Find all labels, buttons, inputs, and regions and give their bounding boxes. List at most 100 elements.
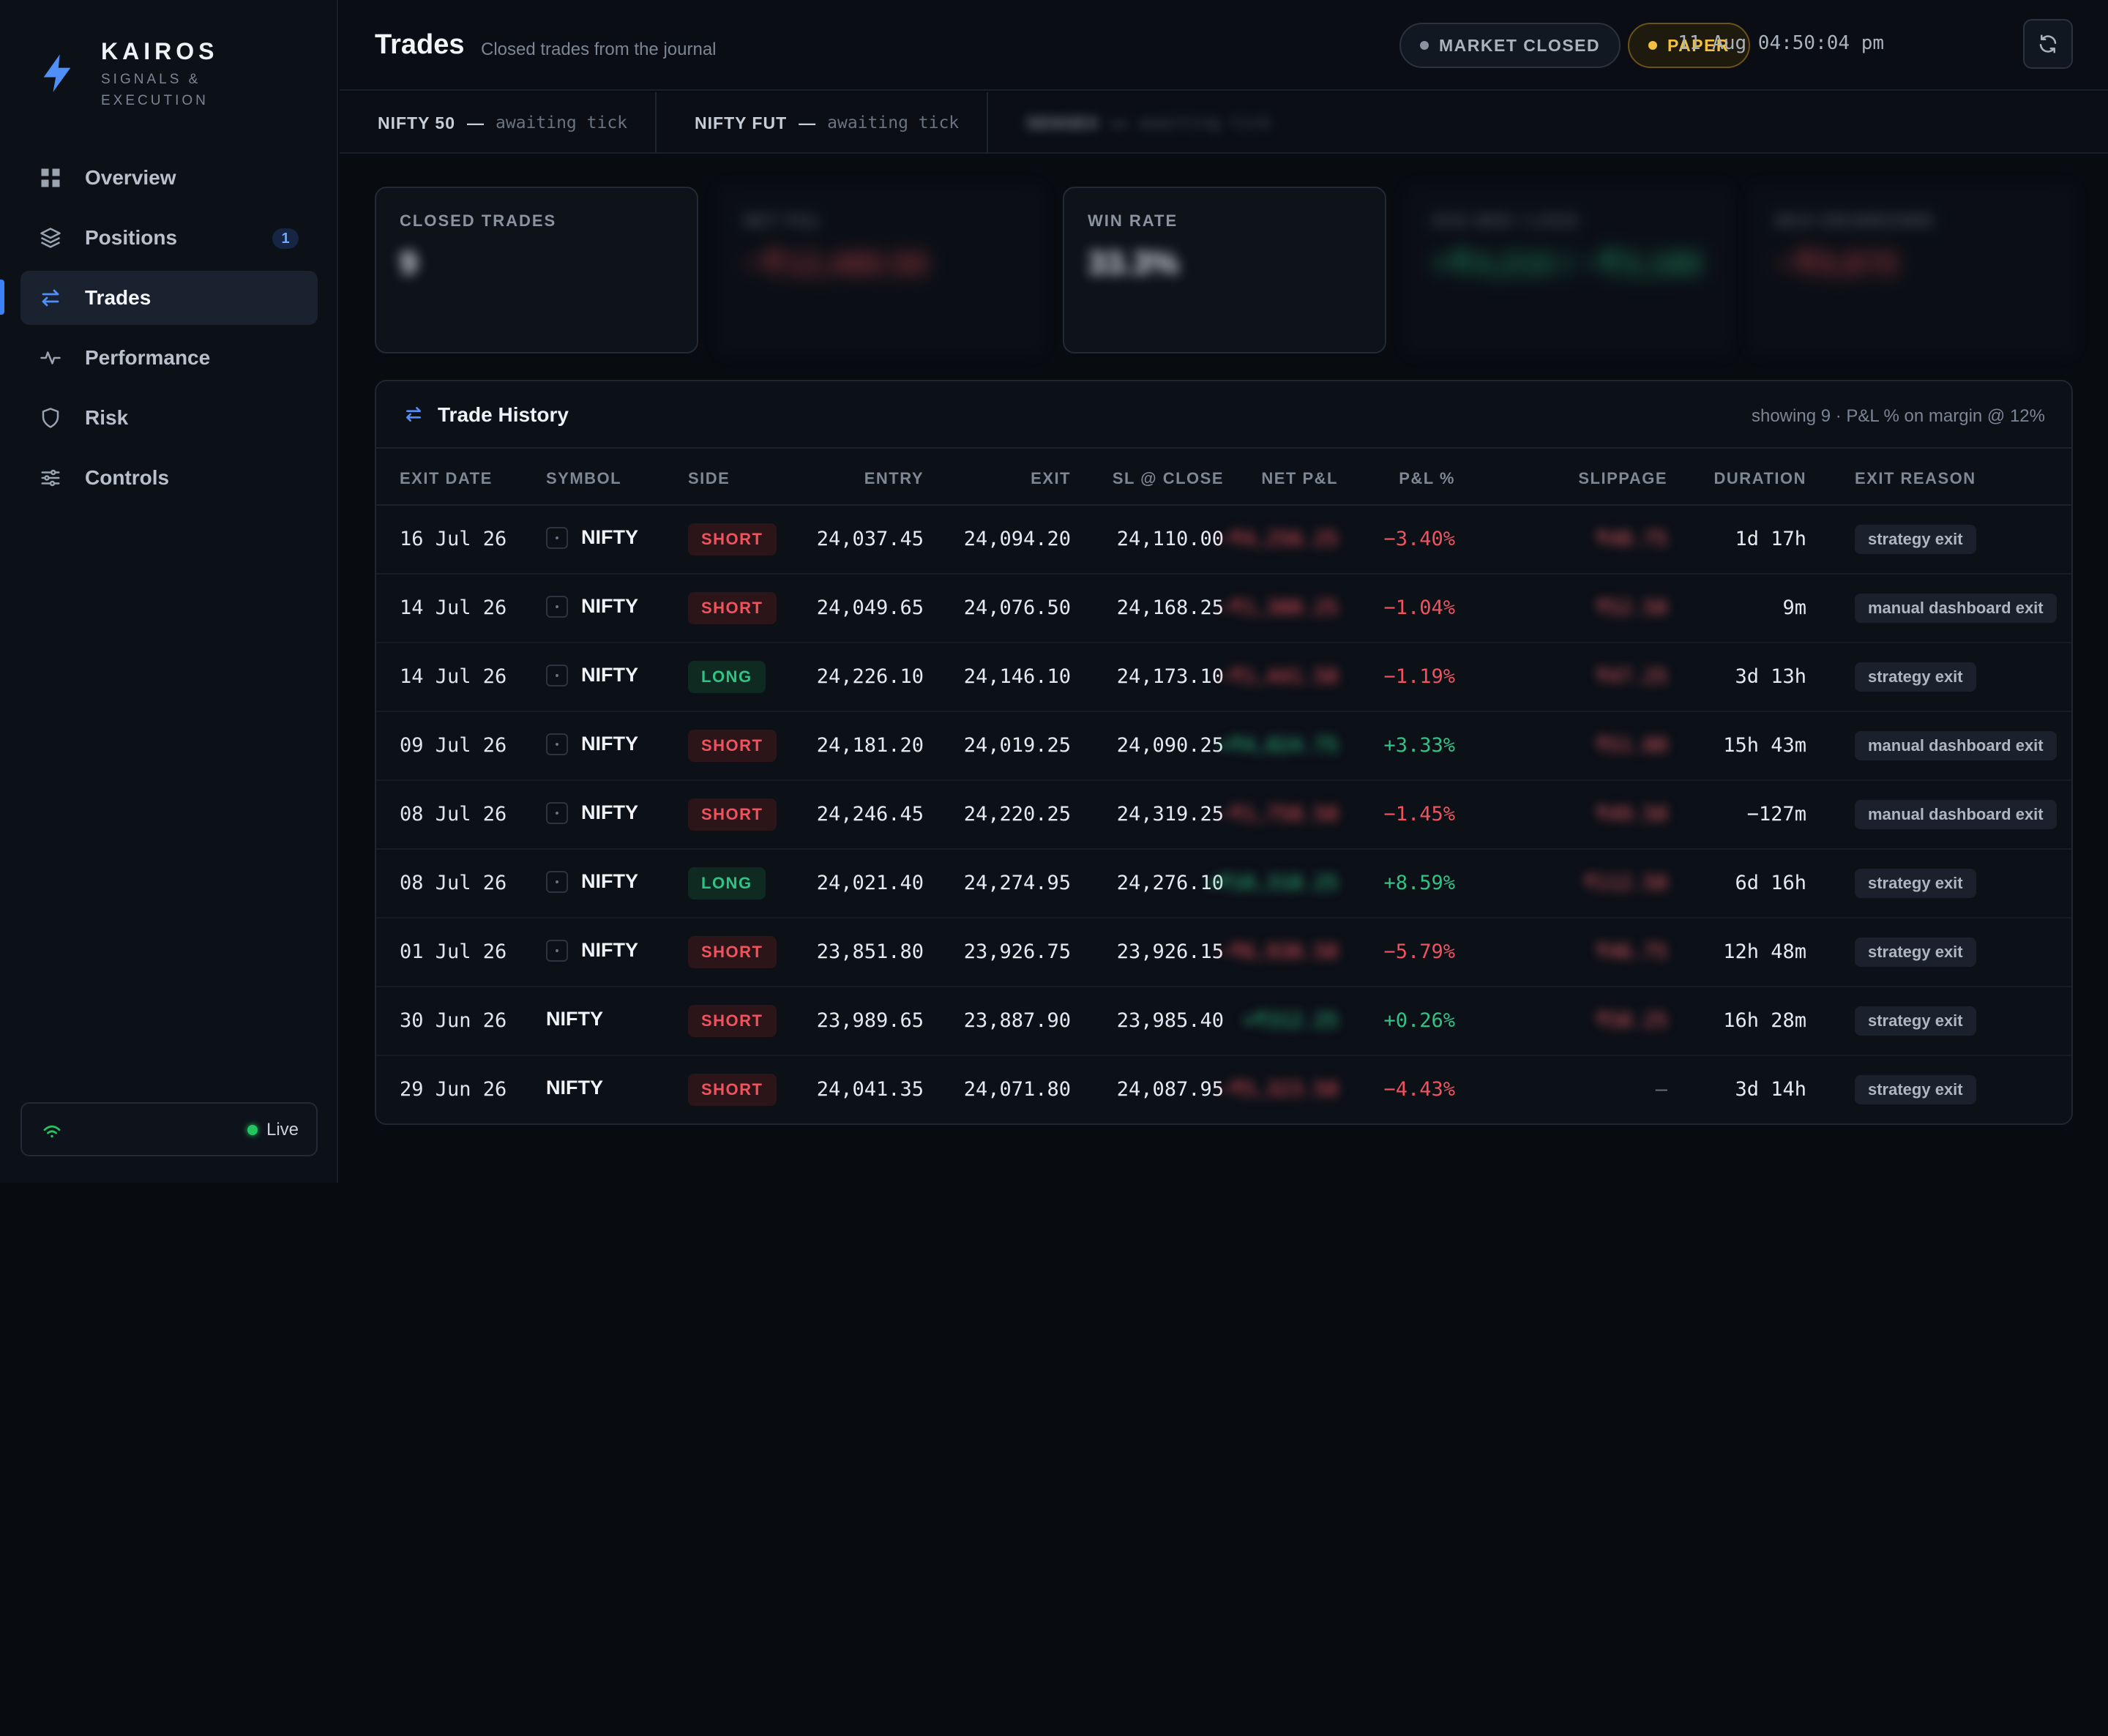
symbol: NIFTY xyxy=(546,1077,603,1099)
market-status-label: MARKET CLOSED xyxy=(1439,35,1601,55)
exit-reason-cell: manual dashboard exit xyxy=(1855,594,2057,623)
sidebar-item-positions[interactable]: Positions 1 xyxy=(20,211,318,265)
table-row[interactable]: 14 Jul 26 NIFTY LONG 24,226.10 24,146.10 24,1… xyxy=(376,643,2071,712)
duration: 12h 48m xyxy=(1723,940,1806,963)
ticker-dash: — xyxy=(467,113,484,132)
slippage: ₹52.50 xyxy=(1596,596,1667,619)
symbol: NIFTY xyxy=(581,595,638,617)
sidebar-item-label: Overview xyxy=(85,166,176,189)
table-row[interactable]: 30 Jun 26 NIFTY SHORT 23,989.65 23,887.90 23,… xyxy=(376,987,2071,1056)
exit-date: 08 Jul 26 xyxy=(400,803,507,826)
symbol-cell: NIFTY xyxy=(546,939,638,962)
column-header-slippage[interactable]: SLIPPAGE xyxy=(1578,469,1667,487)
side-badge: SHORT xyxy=(688,730,777,762)
duration: 6d 16h xyxy=(1735,872,1806,894)
stat-card-avg-win-loss: AVG WIN / LOSS +₹4,210 / −₹3,180 xyxy=(1407,187,1730,353)
pnl-percent: −1.04% xyxy=(1383,596,1455,619)
expand-icon[interactable] xyxy=(546,801,568,824)
table-row[interactable]: 01 Jul 26 NIFTY SHORT 23,851.80 23,926.75 23,… xyxy=(376,918,2071,987)
side-cell: SHORT xyxy=(688,1074,777,1106)
mode-dot xyxy=(1648,41,1657,50)
ticker-niftyfut: NIFTY FUT — awaiting tick xyxy=(657,92,989,154)
sl-at-close: 24,087.95 xyxy=(1116,1078,1224,1101)
table-row[interactable]: 16 Jul 26 NIFTY SHORT 24,037.45 24,094.20 24,… xyxy=(376,506,2071,575)
sl-at-close: 24,110.00 xyxy=(1116,528,1224,550)
column-header-exit-date[interactable]: EXIT DATE xyxy=(400,469,493,487)
table-row[interactable]: 08 Jul 26 NIFTY SHORT 24,246.45 24,220.25 24,… xyxy=(376,781,2071,850)
column-header-symbol[interactable]: SYMBOL xyxy=(546,469,622,487)
sidebar-item-controls[interactable]: Controls xyxy=(20,451,318,505)
duration: 3d 14h xyxy=(1735,1078,1806,1101)
expand-icon[interactable] xyxy=(546,526,568,549)
symbol: NIFTY xyxy=(581,526,638,548)
layers-icon xyxy=(40,227,61,249)
slippage: ₹58.25 xyxy=(1596,1009,1667,1032)
sl-at-close: 24,168.25 xyxy=(1116,596,1224,619)
pnl-percent: −4.43% xyxy=(1383,1078,1455,1101)
column-header-exit-reason[interactable]: EXIT REASON xyxy=(1855,469,1976,487)
sl-at-close: 24,276.10 xyxy=(1116,872,1224,894)
symbol: NIFTY xyxy=(581,870,638,892)
positions-count-badge: 1 xyxy=(272,228,299,249)
expand-icon[interactable] xyxy=(546,733,568,755)
brand-name: KAIROS xyxy=(101,38,219,64)
symbol-cell: NIFTY xyxy=(546,801,638,824)
sidebar-item-trades[interactable]: Trades xyxy=(20,271,318,325)
expand-icon[interactable] xyxy=(546,595,568,618)
table-row[interactable]: 14 Jul 26 NIFTY SHORT 24,049.65 24,076.50 24,… xyxy=(376,575,2071,643)
panel-header: Trade History showing 9 · P&L % on margi… xyxy=(376,381,2071,449)
column-header-pnl-pct[interactable]: P&L % xyxy=(1399,469,1455,487)
exit-reason-cell: strategy exit xyxy=(1855,869,1976,898)
column-header-side[interactable]: SIDE xyxy=(688,469,730,487)
column-header-sl-close[interactable]: SL @ CLOSE xyxy=(1112,469,1224,487)
symbol: NIFTY xyxy=(581,939,638,961)
stat-card-net-pnl: NET P&L −₹12,480.50 xyxy=(719,187,1042,353)
column-header-entry[interactable]: ENTRY xyxy=(864,469,924,487)
exit-reason-cell: manual dashboard exit xyxy=(1855,800,2057,829)
pnl-percent: −1.45% xyxy=(1383,803,1455,826)
exit-reason-cell: strategy exit xyxy=(1855,1075,1976,1104)
exit-date: 14 Jul 26 xyxy=(400,596,507,619)
stat-label: NET P&L xyxy=(744,212,823,230)
table-row[interactable]: 09 Jul 26 NIFTY SHORT 24,181.20 24,019.25 24,… xyxy=(376,712,2071,781)
exit-price: 24,076.50 xyxy=(963,596,1071,619)
symbol-cell: NIFTY xyxy=(546,1008,603,1030)
stat-label: MAX DRAWDOWN xyxy=(1776,212,1934,230)
pulse-icon xyxy=(40,347,61,369)
sidebar: KAIROS SIGNALS & EXECUTION Overview Posi… xyxy=(0,0,338,1183)
entry-price: 24,037.45 xyxy=(816,528,924,550)
entry-price: 23,851.80 xyxy=(816,940,924,963)
table-header: EXIT DATE SYMBOL SIDE ENTRY EXIT SL @ CL… xyxy=(376,449,2071,506)
symbol-cell: NIFTY xyxy=(546,664,638,686)
exit-price: 24,094.20 xyxy=(963,528,1071,550)
duration: 9m xyxy=(1782,596,1806,619)
page-subtitle: Closed trades from the journal xyxy=(481,40,717,59)
pnl-percent: +0.26% xyxy=(1383,1009,1455,1032)
side-cell: LONG xyxy=(688,661,766,693)
table-row[interactable]: 29 Jun 26 NIFTY SHORT 24,041.35 24,071.80 24,… xyxy=(376,1056,2071,1123)
sidebar-item-performance[interactable]: Performance xyxy=(20,331,318,385)
expand-icon[interactable] xyxy=(546,664,568,686)
entry-price: 24,041.35 xyxy=(816,1078,924,1101)
sl-at-close: 24,319.25 xyxy=(1116,803,1224,826)
expand-icon[interactable] xyxy=(546,939,568,962)
clock: 11 Aug 04:50:04 pm xyxy=(1678,32,1884,54)
slippage: ₹49.50 xyxy=(1596,803,1667,826)
swap-arrows-icon xyxy=(40,287,61,309)
duration: −127m xyxy=(1746,803,1806,826)
stat-label: AVG WIN / LOSS xyxy=(1432,212,1580,230)
column-header-duration[interactable]: DURATION xyxy=(1713,469,1806,487)
column-header-net-pnl[interactable]: NET P&L xyxy=(1261,469,1338,487)
table-row[interactable]: 08 Jul 26 NIFTY LONG 24,021.40 24,274.95 24,2… xyxy=(376,850,2071,918)
duration: 1d 17h xyxy=(1735,528,1806,550)
column-header-exit[interactable]: EXIT xyxy=(1031,469,1071,487)
top-header: Trades Closed trades from the journal MA… xyxy=(340,0,2108,91)
exit-reason-cell: strategy exit xyxy=(1855,1006,1976,1036)
expand-icon[interactable] xyxy=(546,870,568,893)
refresh-button[interactable] xyxy=(2023,19,2073,69)
stat-label: CLOSED TRADES xyxy=(400,212,557,230)
sidebar-item-risk[interactable]: Risk xyxy=(20,391,318,445)
sidebar-item-overview[interactable]: Overview xyxy=(20,151,318,205)
exit-date: 01 Jul 26 xyxy=(400,940,507,963)
exit-date: 30 Jun 26 xyxy=(400,1009,507,1032)
